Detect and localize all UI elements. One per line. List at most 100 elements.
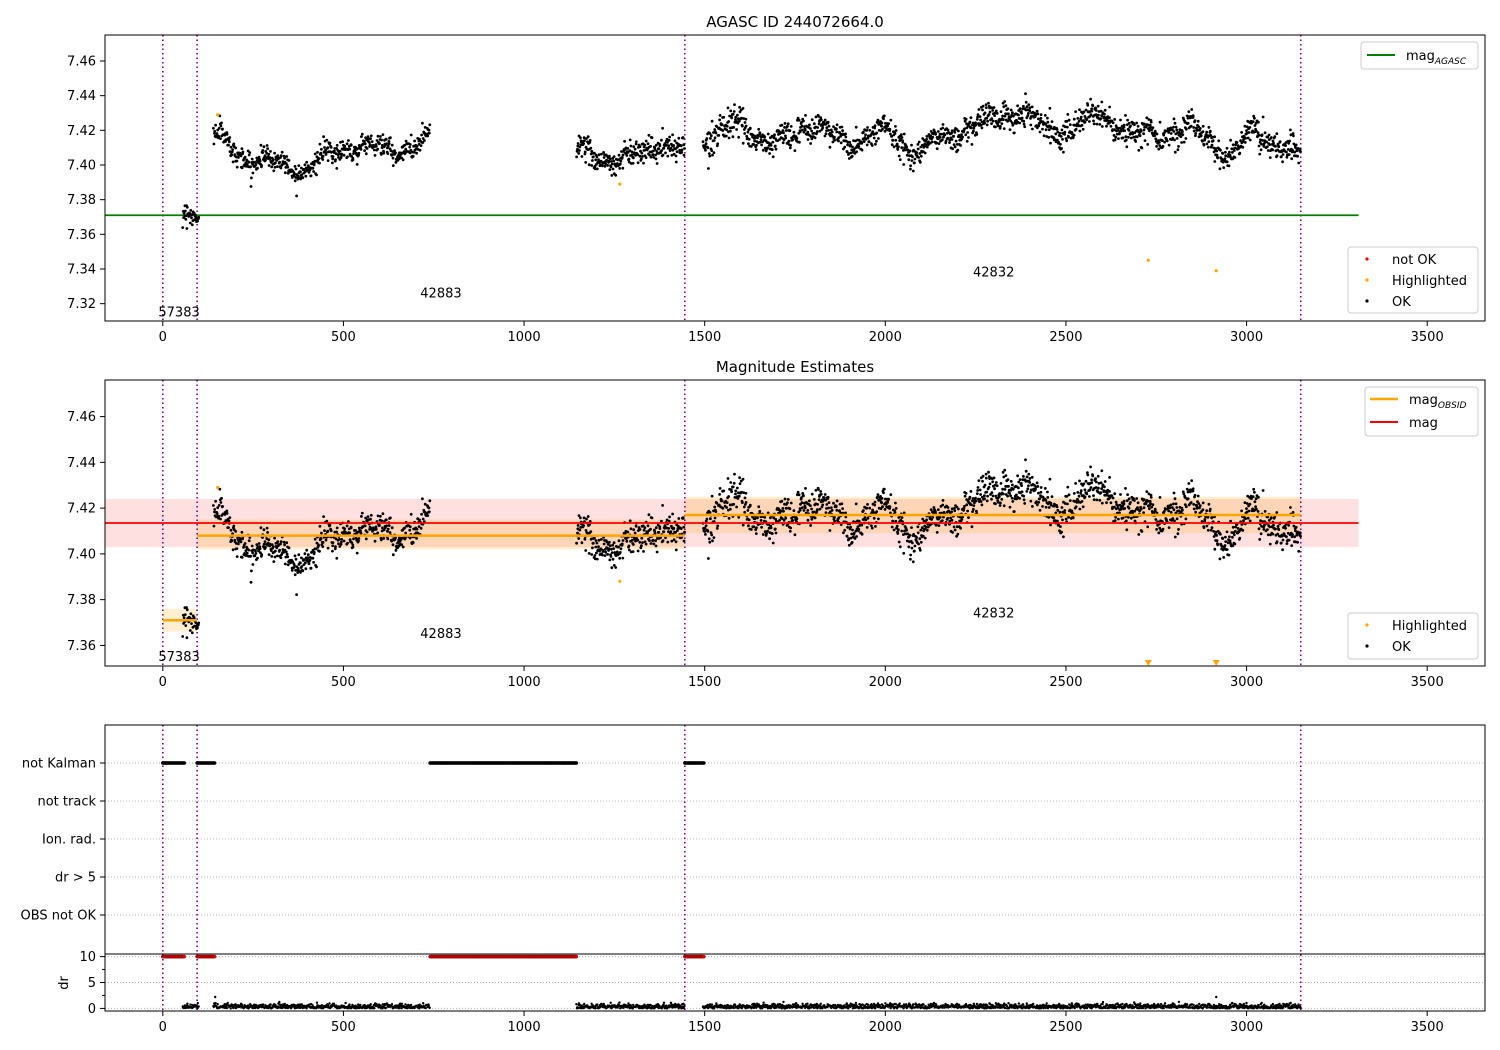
- ok-point: [727, 516, 731, 520]
- ok-point: [1227, 553, 1231, 557]
- ok-point: [335, 143, 339, 147]
- ok-point: [408, 151, 412, 155]
- ok-point: [268, 156, 272, 160]
- ok-point: [966, 509, 969, 513]
- ok-point: [1072, 492, 1076, 495]
- ok-point: [181, 226, 185, 230]
- ok-point: [1194, 510, 1198, 514]
- ok-point: [1113, 492, 1117, 496]
- ok-point: [408, 143, 412, 146]
- ok-point: [743, 132, 747, 135]
- ok-point: [287, 546, 291, 550]
- ok-point: [304, 567, 308, 571]
- ok-point: [789, 501, 793, 505]
- ok-point: [578, 149, 581, 152]
- ok-point: [636, 538, 640, 542]
- ok-point: [1176, 148, 1180, 152]
- ok-point: [403, 143, 407, 147]
- ok-point: [1265, 140, 1268, 144]
- ok-point: [293, 554, 297, 558]
- ok-point: [941, 126, 945, 130]
- ok-point: [227, 143, 230, 147]
- ok-point: [229, 145, 233, 149]
- panel-mag-legend-upper: magOBSID mag: [1364, 386, 1479, 437]
- ok-point: [1048, 106, 1052, 110]
- ok-point: [966, 131, 969, 134]
- ok-point: [781, 141, 785, 145]
- highlighted-point: [216, 113, 220, 117]
- ok-point: [994, 109, 998, 113]
- ok-point: [1100, 469, 1104, 473]
- ok-point: [757, 127, 761, 131]
- ok-point: [601, 550, 605, 553]
- ok-point: [374, 525, 378, 529]
- ok-point: [182, 616, 186, 620]
- ok-point: [852, 139, 855, 143]
- ok-point: [380, 146, 384, 150]
- ok-point: [262, 145, 266, 149]
- ok-point: [1097, 113, 1100, 117]
- ok-point: [1108, 476, 1111, 479]
- ok-point: [672, 144, 676, 147]
- ok-point: [707, 537, 711, 541]
- ok-point: [390, 539, 394, 543]
- ok-point: [335, 556, 339, 560]
- ok-point: [844, 132, 847, 136]
- ok-point: [734, 492, 737, 496]
- ok-point: [862, 509, 865, 512]
- ok-point: [927, 143, 930, 147]
- ok-point: [1122, 502, 1126, 506]
- legend-ok-marker: [1365, 644, 1369, 648]
- ok-point: [370, 140, 374, 144]
- ok-point: [1059, 525, 1062, 528]
- ok-point: [185, 205, 189, 209]
- ok-point: [953, 145, 957, 149]
- ok-point: [830, 130, 834, 134]
- ok-point: [909, 557, 912, 561]
- ok-point: [235, 547, 239, 550]
- ok-point: [582, 524, 585, 527]
- ok-point: [394, 151, 397, 155]
- ok-point: [636, 161, 640, 165]
- ok-point: [907, 158, 911, 162]
- ok-point: [778, 138, 781, 141]
- ok-point: [1269, 136, 1273, 139]
- ok-point: [841, 507, 844, 510]
- panel-agasc-legend-upper: magAGASC: [1360, 41, 1479, 70]
- ok-point: [1210, 526, 1214, 530]
- ok-point: [303, 558, 306, 562]
- ok-point: [975, 117, 979, 121]
- ok-point: [766, 529, 769, 533]
- ok-point: [761, 533, 765, 536]
- ok-point: [188, 629, 192, 632]
- ok-point: [360, 515, 363, 518]
- ok-point: [608, 168, 612, 172]
- ok-point: [870, 526, 874, 530]
- ok-point: [1268, 542, 1272, 546]
- ok-point: [640, 536, 644, 540]
- ok-point: [1098, 123, 1102, 126]
- ok-point: [1256, 510, 1260, 513]
- ok-point: [1217, 139, 1221, 143]
- ok-point: [188, 221, 192, 225]
- ok-point: [381, 526, 384, 530]
- x-tick-label: 3000: [1230, 330, 1263, 345]
- ok-point: [976, 115, 979, 119]
- legend-highlighted-marker: [1365, 278, 1369, 282]
- ok-point: [662, 146, 666, 150]
- ok-point: [1172, 491, 1176, 495]
- ok-point: [953, 509, 957, 513]
- ok-point: [769, 526, 773, 530]
- ok-point: [832, 125, 835, 128]
- ok-point: [269, 549, 273, 552]
- ok-point: [1100, 501, 1104, 505]
- ok-point: [1090, 107, 1093, 111]
- ok-point: [851, 528, 854, 532]
- ok-point: [1002, 492, 1005, 496]
- ok-point: [1046, 116, 1049, 120]
- ok-point: [1001, 487, 1004, 491]
- ok-point: [1009, 119, 1012, 123]
- ok-point: [1079, 491, 1083, 495]
- ok-point: [1184, 517, 1188, 521]
- ok-point: [658, 527, 662, 530]
